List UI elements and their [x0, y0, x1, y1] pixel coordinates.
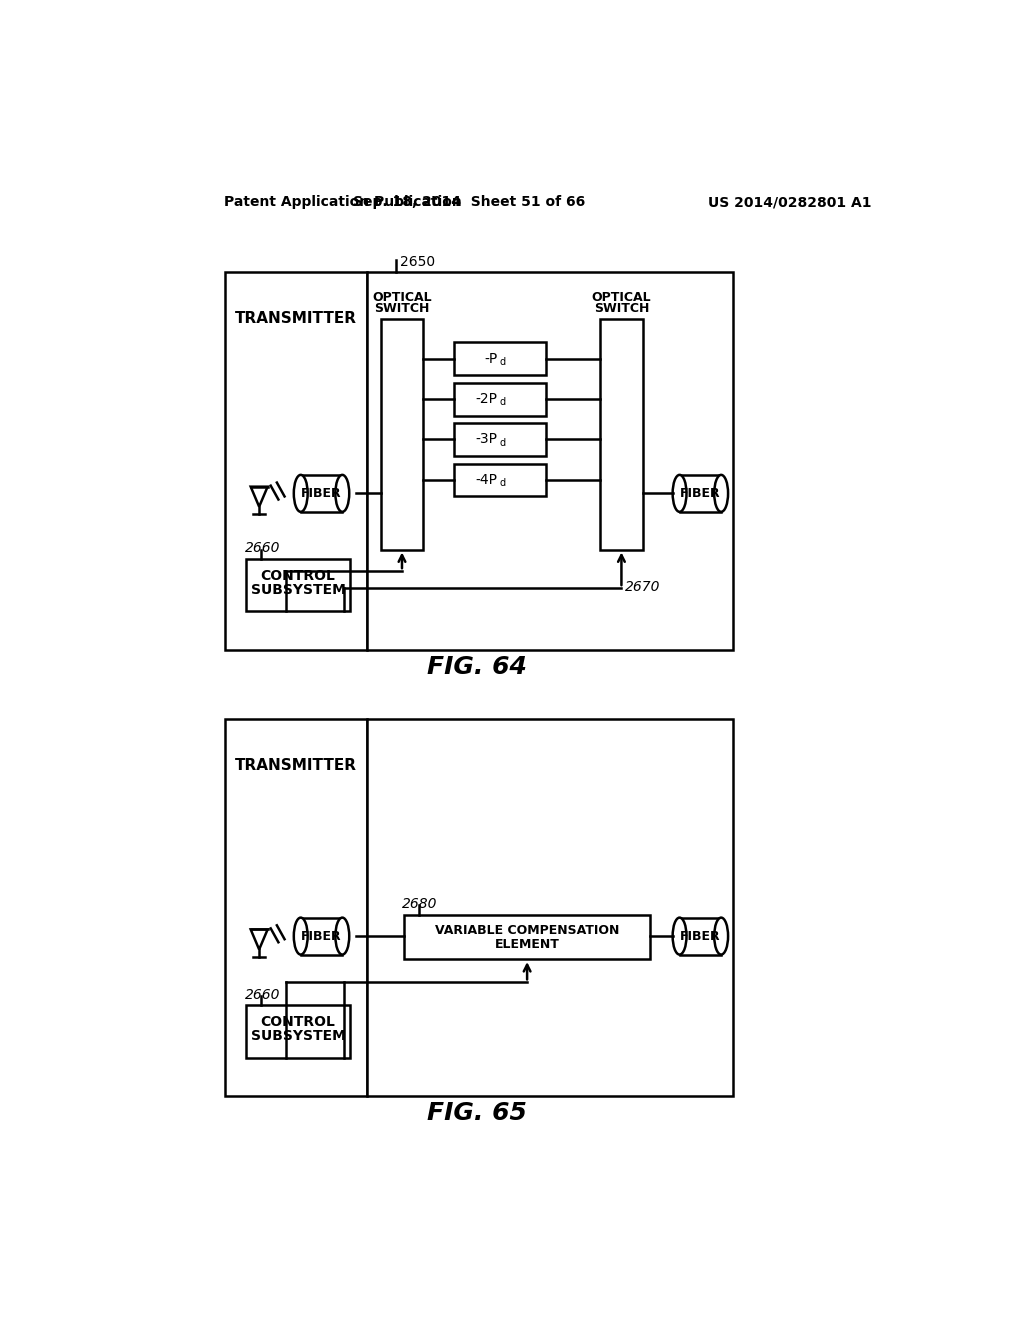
Text: FIBER: FIBER [680, 929, 721, 942]
Text: TRANSMITTER: TRANSMITTER [234, 312, 356, 326]
FancyBboxPatch shape [246, 558, 350, 611]
Text: TRANSMITTER: TRANSMITTER [234, 758, 356, 772]
Text: SWITCH: SWITCH [594, 302, 649, 315]
Ellipse shape [294, 917, 307, 954]
Text: -2P: -2P [476, 392, 498, 407]
Text: SWITCH: SWITCH [375, 302, 430, 315]
Text: d: d [500, 478, 506, 488]
Text: 2670: 2670 [626, 579, 660, 594]
Ellipse shape [673, 475, 686, 512]
FancyBboxPatch shape [224, 272, 367, 649]
FancyBboxPatch shape [454, 383, 547, 416]
Text: CONTROL: CONTROL [260, 569, 336, 582]
Ellipse shape [336, 917, 349, 954]
FancyBboxPatch shape [224, 719, 367, 1096]
Text: -P: -P [484, 351, 498, 366]
Text: 2660: 2660 [245, 987, 280, 1002]
Ellipse shape [294, 475, 307, 512]
Ellipse shape [714, 475, 728, 512]
Text: US 2014/0282801 A1: US 2014/0282801 A1 [708, 195, 871, 210]
Text: FIBER: FIBER [680, 487, 721, 500]
Text: d: d [500, 437, 506, 447]
Text: -4P: -4P [476, 474, 498, 487]
FancyBboxPatch shape [367, 719, 733, 1096]
FancyBboxPatch shape [680, 917, 721, 954]
Text: CONTROL: CONTROL [260, 1015, 336, 1030]
FancyBboxPatch shape [454, 342, 547, 375]
Text: FIG. 64: FIG. 64 [427, 655, 527, 678]
FancyBboxPatch shape [680, 475, 721, 512]
Text: FIBER: FIBER [301, 929, 342, 942]
Text: d: d [500, 397, 506, 408]
Ellipse shape [714, 917, 728, 954]
FancyBboxPatch shape [600, 318, 643, 549]
Ellipse shape [673, 917, 686, 954]
FancyBboxPatch shape [454, 465, 547, 496]
Text: VARIABLE COMPENSATION: VARIABLE COMPENSATION [435, 924, 620, 937]
Text: 2650: 2650 [400, 255, 435, 268]
Text: FIBER: FIBER [301, 487, 342, 500]
FancyBboxPatch shape [367, 272, 733, 649]
Text: SUBSYSTEM: SUBSYSTEM [251, 582, 345, 597]
FancyBboxPatch shape [301, 917, 342, 954]
Text: d: d [500, 356, 506, 367]
FancyBboxPatch shape [403, 915, 650, 960]
Text: FIG. 65: FIG. 65 [427, 1101, 527, 1125]
Text: OPTICAL: OPTICAL [592, 290, 651, 304]
Text: OPTICAL: OPTICAL [372, 290, 432, 304]
FancyBboxPatch shape [454, 424, 547, 455]
Text: 2660: 2660 [245, 541, 280, 554]
Text: Patent Application Publication: Patent Application Publication [224, 195, 462, 210]
Text: ELEMENT: ELEMENT [495, 939, 559, 952]
FancyBboxPatch shape [301, 475, 342, 512]
Text: Sep. 18, 2014  Sheet 51 of 66: Sep. 18, 2014 Sheet 51 of 66 [353, 195, 586, 210]
Text: 2680: 2680 [402, 896, 438, 911]
FancyBboxPatch shape [246, 1006, 350, 1057]
Text: SUBSYSTEM: SUBSYSTEM [251, 1030, 345, 1043]
Ellipse shape [336, 475, 349, 512]
Text: -3P: -3P [476, 433, 498, 446]
FancyBboxPatch shape [381, 318, 423, 549]
